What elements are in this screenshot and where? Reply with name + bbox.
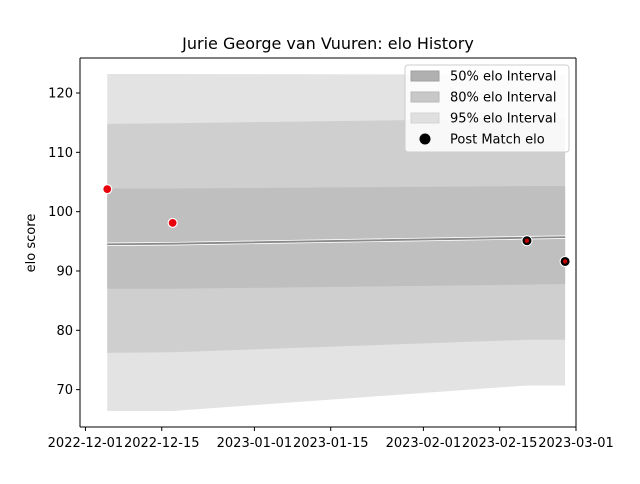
post-match-elo-point-core xyxy=(524,238,530,243)
x-tick-label: 2023-01-15 xyxy=(293,436,369,451)
band-50-interval xyxy=(107,186,566,289)
legend-label: 50% elo Interval xyxy=(450,70,557,85)
y-tick-label: 70 xyxy=(56,383,73,398)
y-tick-label: 110 xyxy=(48,146,73,161)
y-tick-label: 120 xyxy=(48,87,73,102)
x-tick-label: 2022-12-01 xyxy=(48,436,124,451)
legend-swatch xyxy=(410,112,440,124)
y-tick-label: 80 xyxy=(56,324,73,339)
legend: 50% elo Interval 80% elo Interval 95% elo … xyxy=(404,64,570,153)
legend-label: 95% elo Interval xyxy=(450,112,557,127)
axes: 70 80 90 100 110 120 2022-12-01 2022-12-15 2023-… xyxy=(48,57,614,451)
mean-elo-line xyxy=(107,236,566,246)
y-tick-label: 90 xyxy=(56,264,73,279)
chart-title: Jurie George van Vuuren: elo History xyxy=(181,34,474,53)
post-match-elo-point-core xyxy=(562,259,568,264)
legend-label: 80% elo Interval xyxy=(450,91,557,106)
pre-match-elo-point xyxy=(167,217,178,229)
legend-marker xyxy=(419,133,431,145)
pre-match-elo-point xyxy=(102,184,113,195)
y-tick-label: 100 xyxy=(48,205,73,220)
x-tick-label: 2023-01-01 xyxy=(217,436,293,451)
legend-label: Post Match elo xyxy=(450,133,545,148)
x-tick-label: 2023-02-15 xyxy=(462,436,538,451)
legend-swatch xyxy=(410,70,440,82)
x-tick-label: 2022-12-15 xyxy=(124,436,200,451)
plot-area xyxy=(102,74,571,411)
legend-box xyxy=(404,64,570,153)
x-tick-label: 2023-03-01 xyxy=(538,436,614,451)
y-axis-label: elo score xyxy=(24,214,39,273)
x-tick-label: 2023-02-01 xyxy=(386,436,462,451)
legend-swatch xyxy=(410,91,440,103)
